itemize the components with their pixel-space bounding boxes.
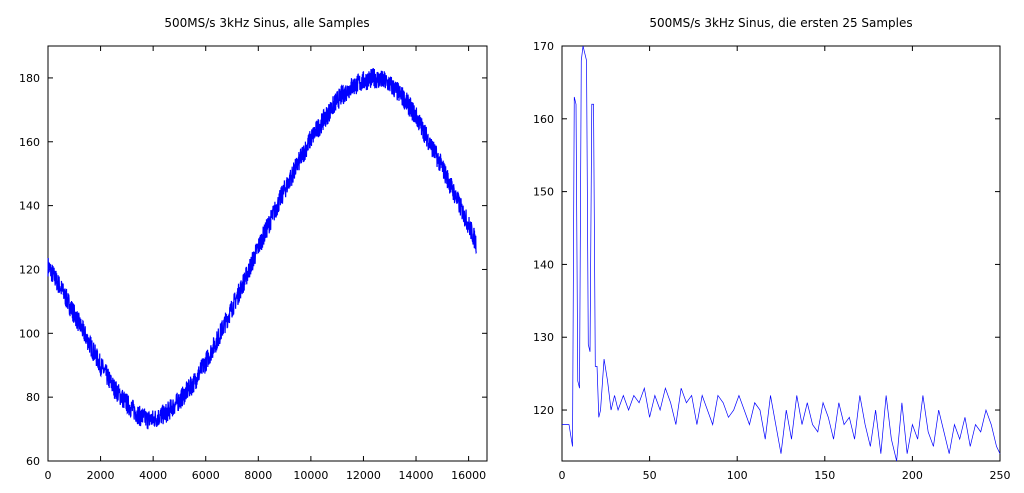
x-tick-label: 0 [45, 469, 52, 482]
y-tick-label: 120 [19, 263, 40, 276]
x-tick-label: 2000 [87, 469, 115, 482]
chart-all-samples: 500MS/s 3kHz Sinus, alle Samples 0 2000 40… [19, 16, 488, 482]
x-tick-label: 100 [727, 469, 748, 482]
series-line [562, 45, 1001, 462]
y-tick-label: 130 [533, 331, 554, 344]
y-tick-label: 170 [533, 40, 554, 53]
x-tick-label: 6000 [192, 469, 220, 482]
y-tick-label: 100 [19, 327, 40, 340]
x-tick-label: 10000 [293, 469, 328, 482]
x-tick-label: 8000 [244, 469, 272, 482]
y-tick-label: 160 [19, 136, 40, 149]
x-tick-label: 4000 [139, 469, 167, 482]
x-tick-label: 150 [814, 469, 835, 482]
y-tick-label: 160 [533, 113, 554, 126]
y-tick-label: 60 [26, 455, 40, 468]
plot-frame [561, 45, 1001, 462]
x-tick-label: 16000 [451, 469, 486, 482]
y-tick-label: 150 [533, 186, 554, 199]
x-tick-label: 200 [902, 469, 923, 482]
y-tick-label: 140 [533, 258, 554, 271]
x-tick-label: 12000 [346, 469, 381, 482]
x-tick-label: 250 [990, 469, 1011, 482]
x-tick-label: 0 [559, 469, 566, 482]
chart-first-25-samples: 500MS/s 3kHz Sinus, die ersten 25 Sample… [533, 16, 1011, 482]
x-tick-label: 14000 [399, 469, 434, 482]
chart-title: 500MS/s 3kHz Sinus, alle Samples [164, 16, 369, 30]
plot-frame [47, 45, 488, 462]
chart-title: 500MS/s 3kHz Sinus, die ersten 25 Sample… [649, 16, 912, 30]
x-tick-label: 50 [643, 469, 657, 482]
y-tick-label: 140 [19, 200, 40, 213]
y-tick-label: 120 [533, 404, 554, 417]
series-line [47, 68, 477, 430]
y-tick-label: 80 [26, 391, 40, 404]
y-tick-label: 180 [19, 72, 40, 85]
